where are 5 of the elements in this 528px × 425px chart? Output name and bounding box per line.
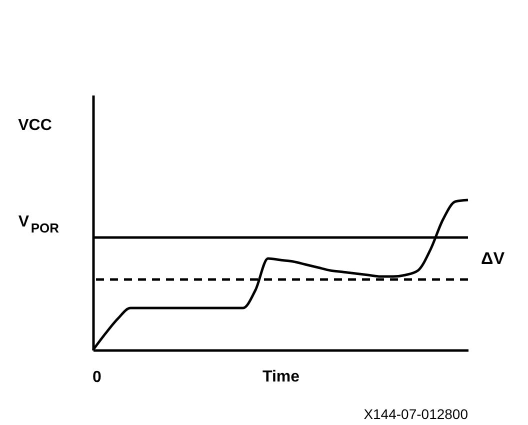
text: 0 xyxy=(92,369,102,386)
y-axis-title: VCC xyxy=(18,117,52,134)
x-axis-title: Time xyxy=(262,368,300,386)
text: ΔV xyxy=(481,249,506,268)
text: X144-07-012800 xyxy=(364,406,468,422)
